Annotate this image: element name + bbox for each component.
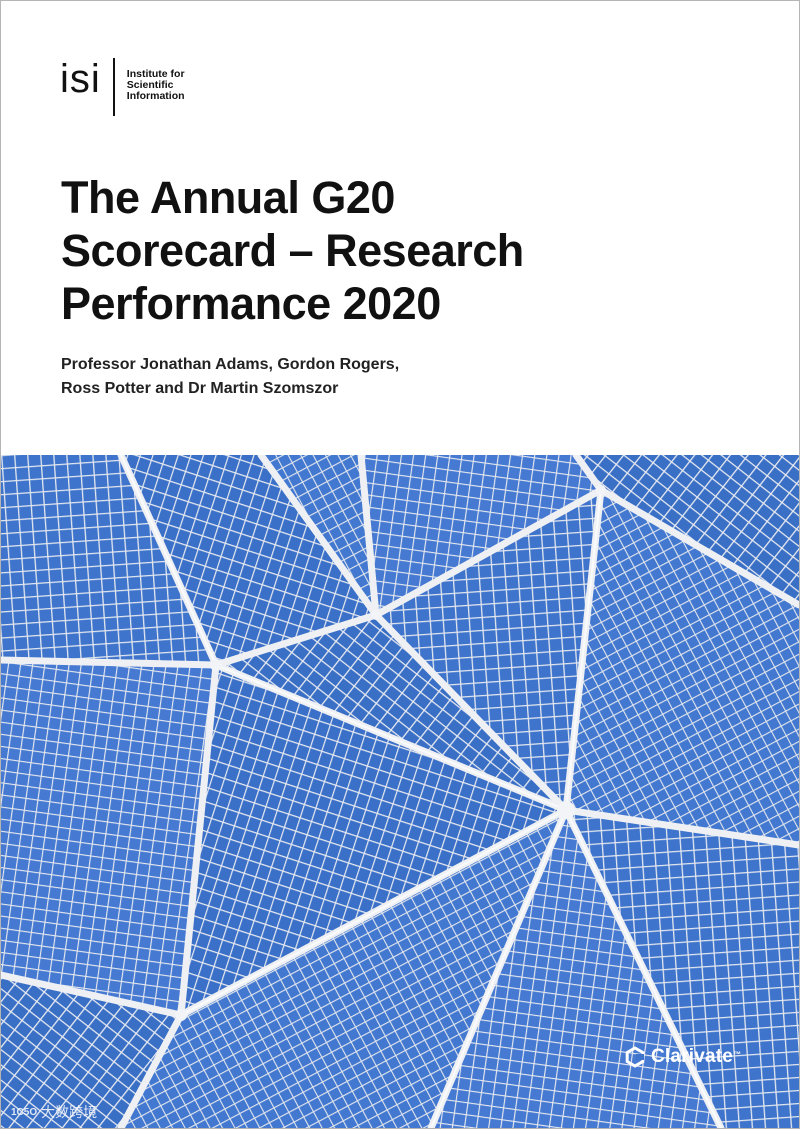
title-line: Performance 2020 [61, 278, 441, 329]
source-watermark: 1C5O 大数跨境 [11, 1102, 97, 1122]
cover-lattice-image [1, 455, 799, 1128]
logo-divider [112, 58, 115, 116]
title-line: Scorecard – Research [61, 225, 524, 276]
author-line: Ross Potter and Dr Martin Szomszor [61, 380, 339, 397]
title-line: The Annual G20 [61, 172, 395, 223]
clarivate-brand: Clarivate ™ [624, 1046, 741, 1068]
isi-logo-text: Institute for Scientific Information [127, 69, 185, 102]
isi-logo: isi Institute for Scientific Information [60, 57, 185, 116]
logo-line: Institute for [126, 68, 185, 80]
logo-line: Scientific [126, 79, 174, 91]
watermark-mark: 1C5O [11, 1106, 38, 1118]
isi-logo-mark: isi [60, 57, 101, 101]
clarivate-logo-icon [625, 1046, 645, 1068]
clarivate-wordmark: Clarivate [651, 1046, 734, 1067]
report-authors: Professor Jonathan Adams, Gordon Rogers,… [61, 353, 661, 401]
author-line: Professor Jonathan Adams, Gordon Rogers, [61, 356, 400, 373]
logo-line: Information [126, 90, 185, 102]
report-title: The Annual G20 Scorecard – Research Perf… [61, 171, 621, 330]
trademark-symbol: ™ [733, 1050, 742, 1059]
watermark-text: 大数跨境 [41, 1104, 98, 1120]
